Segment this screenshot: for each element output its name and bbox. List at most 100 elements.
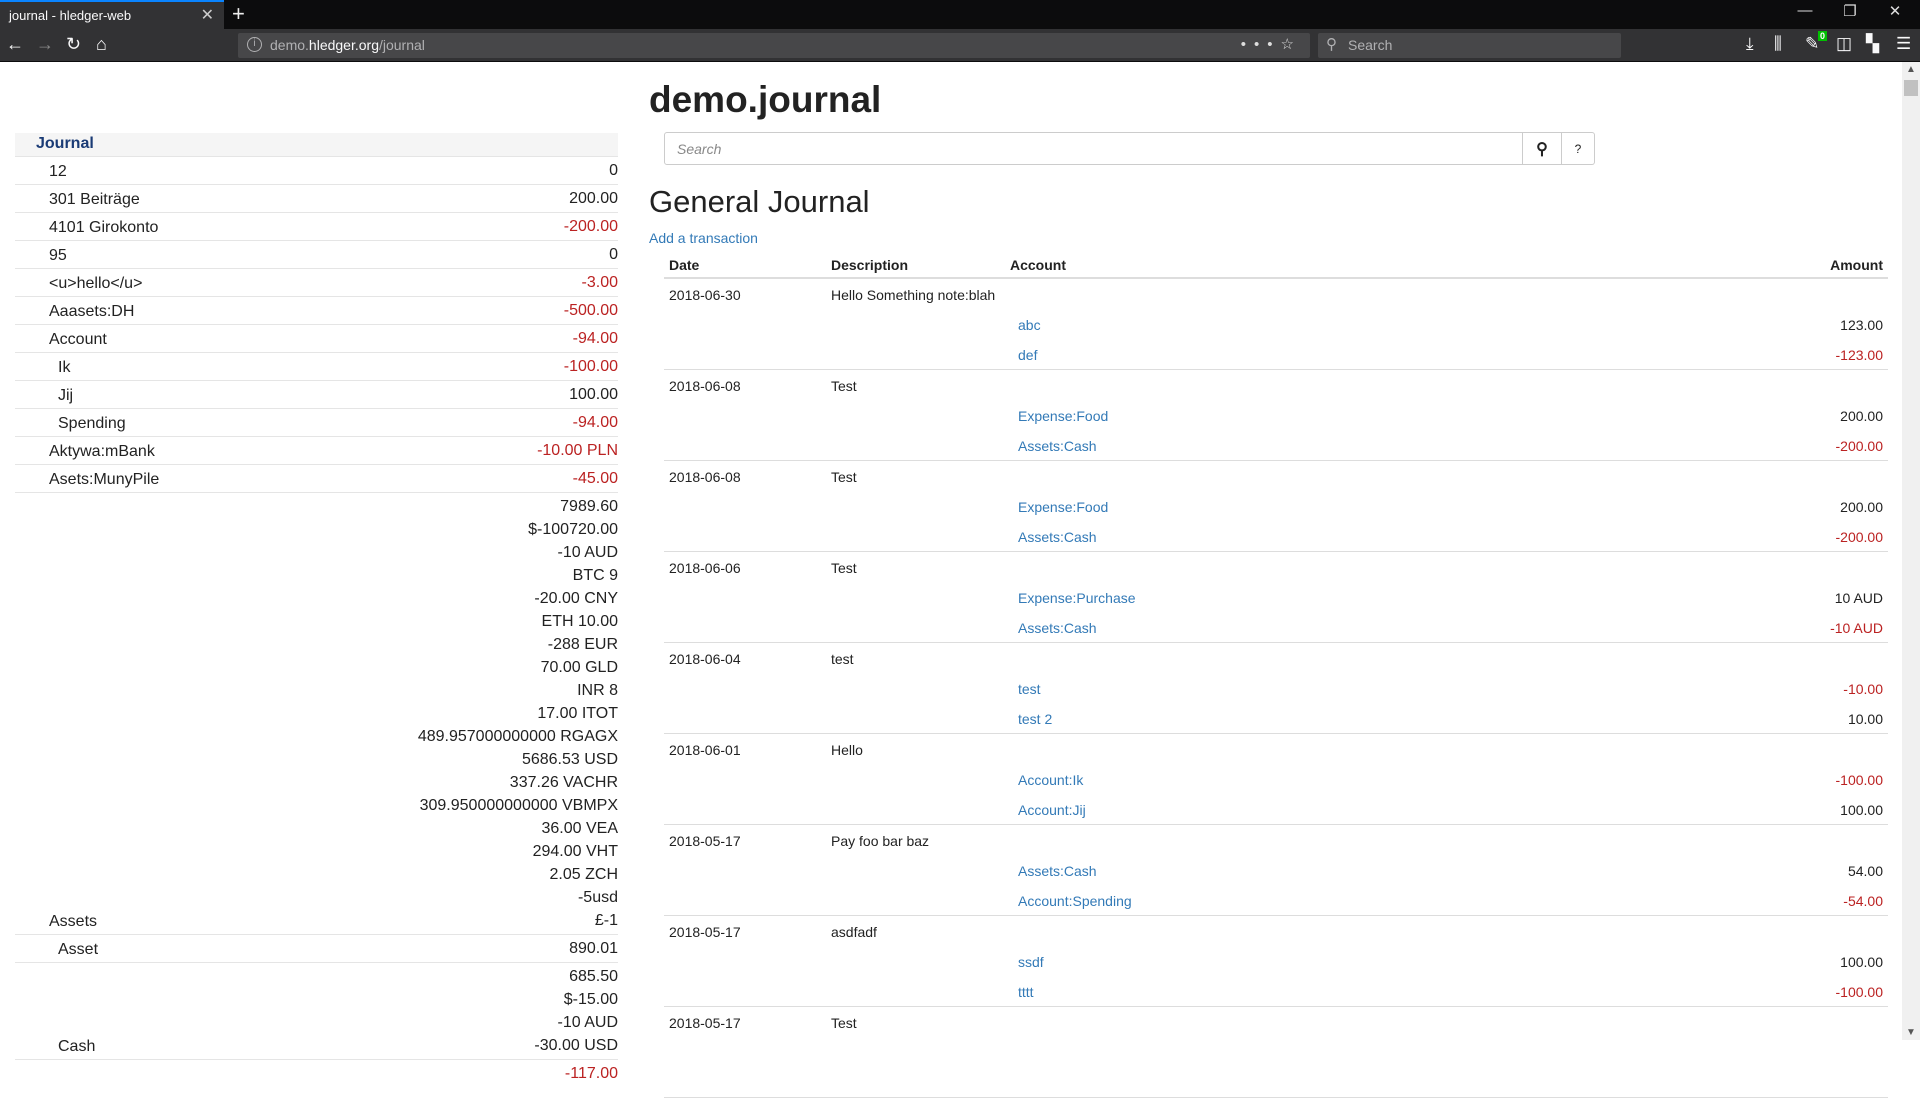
sidebar-account-row[interactable]: -117.00 (15, 1059, 618, 1087)
sidebar-toggle-icon[interactable]: ◫ (1836, 34, 1853, 53)
balance-amount: 0 (609, 246, 618, 263)
sidebar-account-row[interactable]: 301 Beiträge 200.00 (15, 184, 618, 212)
posting-account-cell: Assets:Cash (1010, 620, 1688, 636)
sidebar-account-row[interactable]: Assets 7989.60 $-100720.00 -10 AUD BTC 9 -20.… (15, 492, 618, 934)
posting-account-link[interactable]: Account:Ik (1018, 772, 1084, 788)
transaction-description: Pay foo bar baz (831, 832, 930, 849)
posting-account-link[interactable]: abc (1018, 317, 1041, 333)
transaction-row[interactable]: 2018-06-08 Test (664, 370, 1888, 401)
account-name[interactable]: 4101 Girokonto (49, 219, 159, 236)
account-name[interactable]: 95 (49, 247, 67, 264)
transaction-date: 2018-06-04 (669, 650, 741, 667)
posting-account-link[interactable]: tttt (1018, 984, 1034, 1000)
posting-account-link[interactable]: Assets:Cash (1018, 863, 1097, 879)
posting-row: abc 123.00 (664, 310, 1888, 340)
info-icon[interactable]: i (247, 37, 262, 52)
extension-icon[interactable]: ✎ (1805, 34, 1820, 53)
posting-account-link[interactable]: Expense:Purchase (1018, 590, 1136, 606)
download-icon[interactable]: ⤓ (1746, 34, 1754, 53)
posting-account-link[interactable]: test (1018, 681, 1041, 697)
account-name[interactable]: Aaasets:DH (49, 303, 135, 320)
browser-search-input[interactable]: ⚲ Search (1318, 33, 1621, 58)
minimize-icon[interactable]: — (1797, 2, 1813, 19)
posting-account-link[interactable]: Account:Jij (1018, 802, 1086, 818)
account-name[interactable]: 301 Beiträge (49, 191, 140, 208)
transaction-row[interactable]: 2018-05-17 asdfadf (664, 916, 1888, 947)
scroll-down-icon[interactable]: ▼ (1906, 1027, 1916, 1038)
posting-account-cell: Expense:Purchase (1010, 590, 1688, 606)
posting-account-link[interactable]: Account:Spending (1018, 893, 1132, 909)
sidebar-account-row[interactable]: <u>hello</u> -3.00 (15, 268, 618, 296)
scrollbar[interactable]: ▲ ▼ (1902, 62, 1920, 1040)
extensions-grid-icon[interactable]: ▚ (1866, 34, 1880, 53)
posting-account-link[interactable]: test 2 (1018, 711, 1053, 727)
sidebar-account-row[interactable]: Cash 685.50 $-15.00 -10 AUD -30.00 USD (15, 962, 618, 1059)
tab-bar: journal - hledger-web ✕ + — ❐ ✕ (0, 0, 1920, 29)
forward-icon[interactable]: → (36, 34, 54, 54)
close-tab-icon[interactable]: ✕ (200, 7, 214, 24)
help-button[interactable]: ? (1562, 132, 1595, 165)
menu-icon[interactable]: ☰ (1896, 34, 1912, 53)
posting-row: Account:Ik -100.00 (664, 765, 1888, 795)
back-icon[interactable]: ← (6, 34, 24, 54)
transaction-row[interactable]: 2018-06-06 Test (664, 552, 1888, 583)
transaction-row[interactable]: 2018-06-30 Hello Something note:blah (664, 279, 1888, 310)
sidebar-account-row[interactable]: Aktywa:mBank -10.00 PLN (15, 436, 618, 464)
search-input[interactable] (664, 132, 1523, 165)
sidebar-account-row[interactable]: Spending -94.00 (15, 408, 618, 436)
sidebar-account-row[interactable]: Account -94.00 (15, 324, 618, 352)
sidebar-journal-link[interactable]: Journal (15, 133, 618, 156)
transaction-row[interactable]: 2018-05-17 Pay foo bar baz (664, 825, 1888, 856)
account-name[interactable]: Asset (58, 941, 99, 958)
posting-account-link[interactable]: Expense:Food (1018, 408, 1109, 424)
transaction-row[interactable]: 2018-06-04 test (664, 643, 1888, 674)
reload-icon[interactable]: ↻ (66, 34, 82, 54)
account-name[interactable]: Cash (58, 1038, 96, 1055)
account-name[interactable]: Spending (58, 415, 126, 432)
column-description: Description (831, 257, 909, 273)
transaction-row[interactable]: 2018-06-01 Hello (664, 734, 1888, 765)
account-name[interactable]: <u>hello</u> (49, 275, 143, 292)
transaction-row[interactable]: 2018-06-08 Test (664, 461, 1888, 492)
search-button[interactable]: ⚲ (1523, 132, 1562, 165)
transaction-row[interactable]: 2018-05-17 Test (664, 1007, 1888, 1038)
add-transaction-link[interactable]: Add a transaction (649, 230, 758, 246)
posting-account-cell: ssdf (1010, 954, 1688, 970)
library-icon[interactable]: ⫼ (1774, 34, 1782, 53)
sidebar-account-row[interactable]: 95 0 (15, 240, 618, 268)
posting-amount: -200.00 (1835, 529, 1883, 545)
account-name[interactable]: Aktywa:mBank (49, 443, 155, 460)
sidebar-account-row[interactable]: 4101 Girokonto -200.00 (15, 212, 618, 240)
home-icon[interactable]: ⌂ (96, 34, 107, 54)
account-name[interactable]: Ik (58, 359, 71, 376)
account-name[interactable]: 12 (49, 163, 67, 180)
page-actions-icon[interactable]: ••• (1240, 36, 1281, 53)
sidebar-account-row[interactable]: Asets:MunyPile -45.00 (15, 464, 618, 492)
new-tab-icon[interactable]: + (232, 1, 245, 26)
posting-account-link[interactable]: def (1018, 347, 1038, 363)
sidebar-account-row[interactable]: 12 0 (15, 156, 618, 184)
account-name[interactable]: Asets:MunyPile (49, 471, 160, 488)
bookmark-star-icon[interactable]: ☆ (1280, 36, 1302, 53)
account-name[interactable]: Assets (49, 913, 98, 930)
account-name[interactable]: Account (49, 331, 107, 348)
browser-tab[interactable]: journal - hledger-web ✕ (0, 0, 224, 29)
posting-account-link[interactable]: Assets:Cash (1018, 529, 1097, 545)
close-window-icon[interactable]: ✕ (1888, 3, 1902, 20)
account-name[interactable]: Jij (58, 387, 74, 404)
posting-account-link[interactable]: Assets:Cash (1018, 620, 1097, 636)
url-bar[interactable]: i demo.hledger.org/journal •••☆ (238, 33, 1310, 58)
sidebar-account-row[interactable]: Jij 100.00 (15, 380, 618, 408)
posting-amount: 100.00 (1840, 954, 1883, 970)
posting-account-cell: Expense:Food (1010, 499, 1688, 515)
posting-account-link[interactable]: Assets:Cash (1018, 438, 1097, 454)
sidebar-account-row[interactable]: Ik -100.00 (15, 352, 618, 380)
posting-account-cell: Assets:Cash (1010, 529, 1688, 545)
scroll-up-icon[interactable]: ▲ (1906, 64, 1916, 75)
posting-account-link[interactable]: Expense:Food (1018, 499, 1109, 515)
scrollbar-thumb[interactable] (1904, 80, 1918, 96)
restore-icon[interactable]: ❐ (1843, 3, 1857, 20)
posting-account-link[interactable]: ssdf (1018, 954, 1044, 970)
sidebar-account-row[interactable]: Asset 890.01 (15, 934, 618, 962)
sidebar-account-row[interactable]: Aaasets:DH -500.00 (15, 296, 618, 324)
